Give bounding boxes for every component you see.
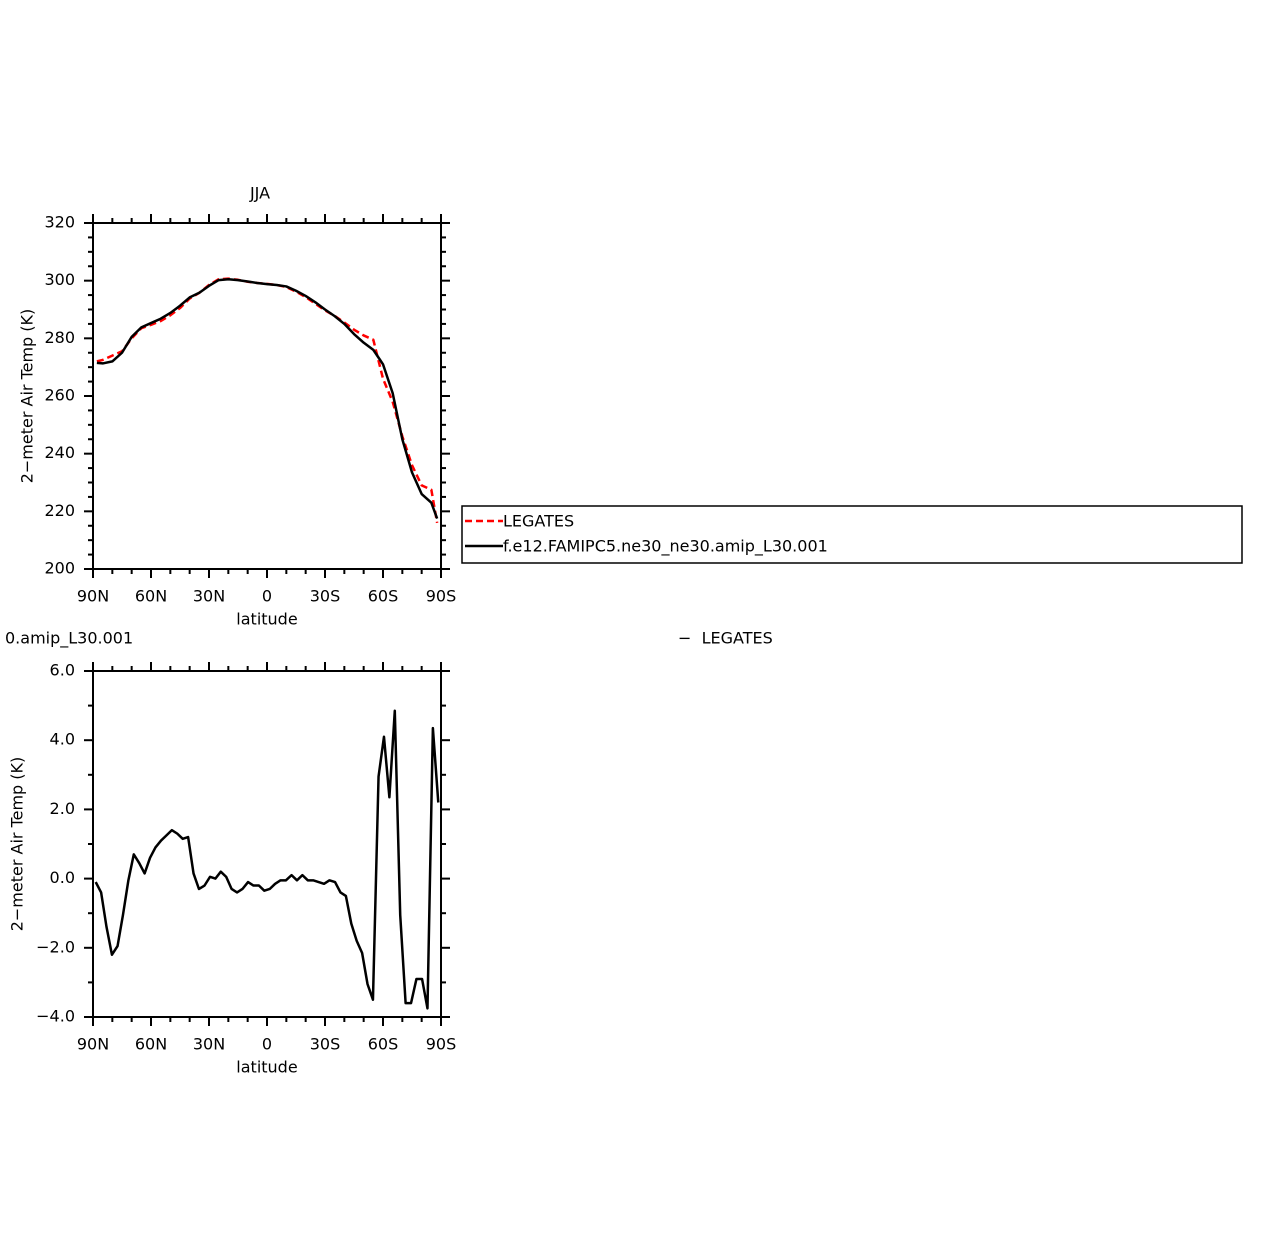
- x-tick-label: 30S: [310, 1035, 341, 1054]
- y-tick-label: 6.0: [50, 661, 75, 680]
- x-tick-label: 30S: [310, 587, 341, 606]
- legend-label: LEGATES: [503, 512, 574, 531]
- x-tick-label: 60N: [135, 587, 167, 606]
- plot-frame: [92, 670, 442, 1018]
- x-tick-label: 90N: [77, 1035, 109, 1054]
- y-tick-label: −4.0: [36, 1007, 75, 1026]
- y-tick-label: 220: [44, 501, 75, 520]
- legend-label: f.e12.FAMIPC5.ne30_ne30.amip_L30.001: [503, 537, 828, 557]
- y-tick-label: 4.0: [50, 730, 75, 749]
- chart-title: JJA: [249, 184, 270, 203]
- x-tick-label: 90N: [77, 587, 109, 606]
- y-axis-label: 2−meter Air Temp (K): [8, 757, 27, 932]
- y-tick-label: 320: [44, 213, 75, 232]
- x-tick-label: 30N: [193, 1035, 225, 1054]
- x-tick-label: 30N: [193, 587, 225, 606]
- y-tick-label: 300: [44, 270, 75, 289]
- x-tick-label: 0: [262, 1035, 272, 1054]
- y-tick-label: 280: [44, 328, 75, 347]
- y-tick-label: 200: [44, 559, 75, 578]
- y-tick-label: 240: [44, 443, 75, 462]
- x-axis-label: latitude: [236, 610, 297, 629]
- y-tick-label: 2.0: [50, 799, 75, 818]
- data-line: [96, 277, 439, 519]
- x-tick-label: 60S: [368, 1035, 399, 1054]
- x-tick-label: 60N: [135, 1035, 167, 1054]
- x-axis-label: latitude: [236, 1058, 297, 1077]
- x-tick-label: 90S: [426, 1035, 457, 1054]
- chart-title-part: − LEGATES: [678, 629, 773, 648]
- y-tick-label: 260: [44, 386, 75, 405]
- y-tick-label: 0.0: [50, 868, 75, 887]
- x-tick-label: 0: [262, 587, 272, 606]
- x-tick-label: 90S: [426, 587, 457, 606]
- data-line: [94, 709, 440, 1010]
- y-axis-label: 2−meter Air Temp (K): [18, 309, 37, 484]
- y-tick-label: −2.0: [36, 937, 75, 956]
- data-line: [96, 277, 439, 524]
- plot-frame: [92, 222, 442, 570]
- x-tick-label: 60S: [368, 587, 399, 606]
- legend-box: [461, 505, 1243, 564]
- chart-title-part: 0.amip_L30.001: [5, 629, 133, 649]
